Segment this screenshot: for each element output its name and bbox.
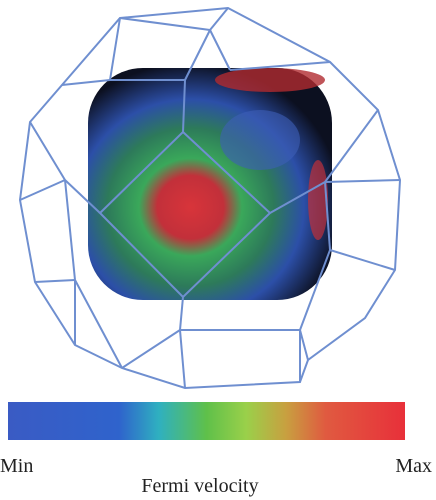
colorbar-label: Fermi velocity: [141, 475, 258, 497]
colorbar-min-label: Min: [0, 455, 33, 477]
colorbar-max-label: Max: [395, 455, 432, 477]
figure: Min Max Fermi velocity: [0, 0, 436, 500]
fermi-surface: [88, 68, 332, 300]
colorbar: [8, 402, 405, 440]
